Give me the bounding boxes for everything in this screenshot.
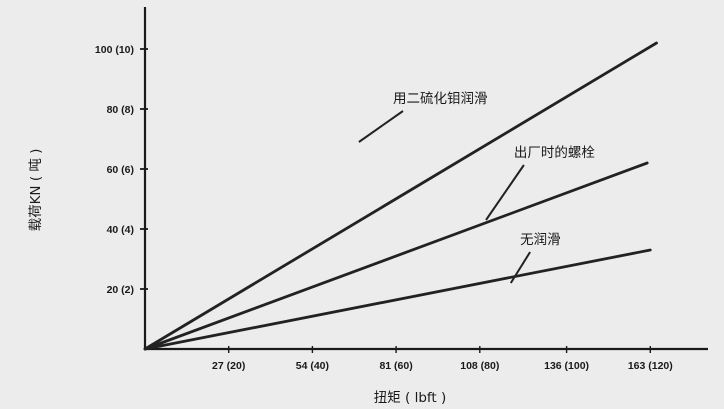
axes-layer	[143, 7, 708, 351]
series-label-leader	[485, 164, 525, 221]
x-tick-label: 163 (120)	[628, 360, 673, 372]
x-tick-label: 81 (60)	[379, 360, 412, 372]
series-layer	[143, 41, 658, 351]
y-tick-label: 100 (10)	[95, 44, 134, 56]
series-line	[143, 248, 652, 351]
series-line	[143, 41, 658, 351]
series-label: 出厂时的螺栓	[514, 145, 595, 161]
series-line	[143, 161, 649, 351]
x-tick-label: 108 (80)	[460, 360, 499, 372]
x-tick-label: 136 (100)	[544, 360, 589, 372]
x-axis-label: 扭矩 ( lbft )	[374, 390, 447, 406]
y-tick-label: 20 (2)	[107, 284, 134, 296]
series-label-leader	[509, 251, 531, 284]
y-tick-label: 40 (4)	[107, 224, 134, 236]
y-tick-label: 80 (8)	[107, 104, 134, 116]
series-label: 用二硫化钼润滑	[393, 91, 488, 107]
y-tick-label: 60 (6)	[107, 164, 134, 176]
series-label-leader	[358, 110, 404, 143]
ticks-layer: 20 (2) 40 (4) 60 (6) 80 (8) 100 (10) 27 (20) 5…	[95, 44, 673, 372]
x-tick-label: 54 (40)	[296, 360, 329, 372]
y-axis-label: 载荷KN ( 吨 )	[28, 149, 44, 232]
series-label: 无润滑	[520, 232, 561, 248]
x-tick-label: 27 (20)	[212, 360, 245, 372]
